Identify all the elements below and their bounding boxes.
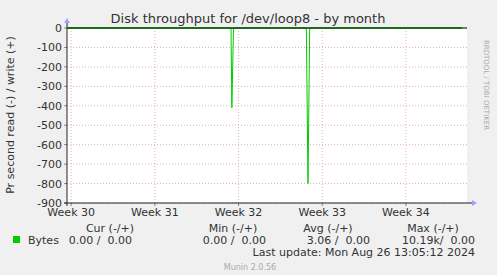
page: {"chart_data": { "type": "line", "title"… [0, 0, 497, 275]
grid-line [322, 28, 323, 203]
series-line [67, 28, 462, 184]
tick-label: Week 32 [215, 206, 263, 219]
grid-line [238, 28, 239, 203]
tick-label: Week 31 [131, 206, 179, 219]
series-group [67, 28, 462, 184]
x-axis [64, 203, 473, 204]
zero-line [67, 28, 467, 29]
title: Disk throughput for /dev/loop8 - by mont… [111, 11, 386, 26]
tick-label: -400 [37, 100, 62, 113]
summary-cell: 0.00 / 0.00 [69, 234, 132, 247]
tick-label: -500 [37, 119, 62, 132]
grid-line [405, 28, 406, 203]
grid-line [67, 86, 467, 87]
grid-line [67, 144, 467, 145]
grid-line [67, 47, 467, 48]
grid-line [67, 164, 467, 165]
tick-label: -600 [37, 139, 62, 152]
tick-label: Week 34 [382, 206, 430, 219]
footer: Last update: Mon Aug 26 13:05:12 2024 [253, 246, 475, 259]
tick-label: -800 [37, 178, 62, 191]
tick-label: -700 [37, 158, 62, 171]
grid-line [67, 28, 467, 29]
legend-label: Bytes [28, 234, 59, 247]
tick-label: -300 [37, 80, 62, 93]
background [0, 0, 497, 275]
tick-label: -100 [37, 41, 62, 54]
watermark: RRDTOOL / TOBI OETIKER [482, 40, 490, 130]
legend-swatch [13, 236, 20, 243]
y-axis [67, 22, 68, 206]
y-axis-label: Pr second read (-) / write (+) [4, 36, 17, 194]
grid-line [67, 183, 467, 184]
axis-arrow [64, 18, 70, 23]
chart: Disk throughput for /dev/loop8 - by mont… [0, 0, 497, 275]
grid-line [67, 66, 467, 67]
tick-label: Week 33 [298, 206, 346, 219]
tick-label: 0 [55, 22, 62, 35]
plot-area [67, 28, 467, 203]
axis-arrow [472, 200, 477, 206]
tick-label: Week 30 [47, 206, 95, 219]
grid-line [67, 105, 467, 106]
credit: Munin 2.0.56 [224, 263, 276, 272]
grid-line [154, 28, 155, 203]
grid-line [67, 125, 467, 126]
tick-label: -200 [37, 61, 62, 74]
grid-line [71, 28, 72, 203]
